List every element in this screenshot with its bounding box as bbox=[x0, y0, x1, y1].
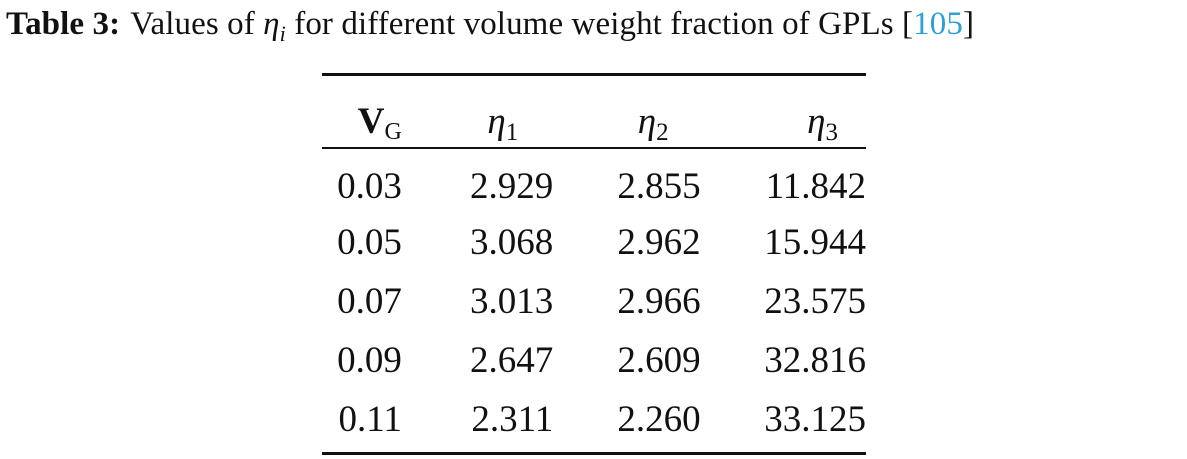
cell-vg: 0.11 bbox=[338, 399, 402, 440]
cell-eta-2: 2.966 bbox=[617, 281, 701, 322]
caption-eta-symbol: ηi bbox=[263, 6, 286, 45]
header-eta-3-subscript: 3 bbox=[825, 118, 839, 146]
table-caption: Table 3: Values of ηi for different volum… bbox=[6, 2, 974, 46]
cell-eta-1: 2.647 bbox=[469, 340, 554, 381]
table-header-rule bbox=[322, 147, 866, 149]
table-row: 0.07 3.013 2.966 23.575 bbox=[322, 272, 866, 331]
header-eta-1-subscript: 1 bbox=[505, 118, 519, 146]
table-header-row: VG η1 η2 η3 bbox=[322, 73, 866, 149]
cell-eta-2: 2.962 bbox=[617, 222, 701, 263]
caption-eta-subscript: i bbox=[279, 21, 286, 46]
cell-eta-3: 32.816 bbox=[764, 340, 866, 381]
table-row: 0.09 2.647 2.609 32.816 bbox=[322, 331, 866, 390]
caption-text-before: Values of bbox=[130, 6, 264, 42]
cell-eta-1: 2.311 bbox=[471, 399, 554, 440]
header-eta-3-symbol: η bbox=[807, 100, 826, 142]
caption-label: Table 3: bbox=[6, 6, 121, 42]
table-row: 0.05 3.068 2.962 15.944 bbox=[322, 213, 866, 272]
cell-eta-1: 3.013 bbox=[469, 281, 554, 322]
header-eta-2: η2 bbox=[553, 73, 700, 149]
cell-eta-3: 33.125 bbox=[764, 399, 866, 440]
cell-eta-1: 3.068 bbox=[469, 222, 554, 263]
cell-eta-2: 2.855 bbox=[617, 165, 701, 207]
citation-close-bracket: ] bbox=[962, 6, 975, 42]
header-eta-2-symbol: η bbox=[637, 100, 657, 142]
header-eta-2-subscript: 2 bbox=[656, 118, 669, 146]
cell-eta-2: 2.260 bbox=[617, 399, 701, 440]
table-row: 0.03 2.929 2.855 11.842 bbox=[322, 149, 866, 213]
cell-eta-2: 2.609 bbox=[617, 340, 701, 381]
cell-vg: 0.03 bbox=[337, 165, 402, 207]
data-table: VG η1 η2 η3 0.03 2.929 2.855 11.842 0.05… bbox=[322, 73, 866, 449]
table-top-rule bbox=[322, 73, 866, 76]
header-eta-1-symbol: η bbox=[487, 100, 506, 142]
header-vg-symbol: V bbox=[357, 100, 385, 142]
cell-eta-3: 15.944 bbox=[764, 222, 866, 263]
cell-vg: 0.05 bbox=[337, 222, 402, 263]
cell-eta-3: 23.575 bbox=[764, 281, 866, 322]
caption-text-after: for different volume weight fraction of … bbox=[285, 6, 903, 42]
table-bottom-rule bbox=[322, 452, 866, 455]
header-vg-subscript: G bbox=[384, 118, 402, 145]
table-row: 0.11 2.311 2.260 33.125 bbox=[322, 390, 866, 449]
cell-vg: 0.07 bbox=[337, 281, 402, 322]
cell-eta-1: 2.929 bbox=[469, 165, 554, 207]
cell-vg: 0.09 bbox=[337, 340, 402, 381]
header-eta-3: η3 bbox=[701, 73, 866, 149]
citation-link[interactable]: 105 bbox=[913, 6, 963, 42]
header-vg: VG bbox=[322, 73, 404, 149]
header-eta-1: η1 bbox=[404, 73, 553, 149]
citation-open-bracket: [ bbox=[902, 6, 914, 42]
cell-eta-3: 11.842 bbox=[765, 165, 866, 207]
caption-eta-letter: η bbox=[263, 6, 280, 42]
